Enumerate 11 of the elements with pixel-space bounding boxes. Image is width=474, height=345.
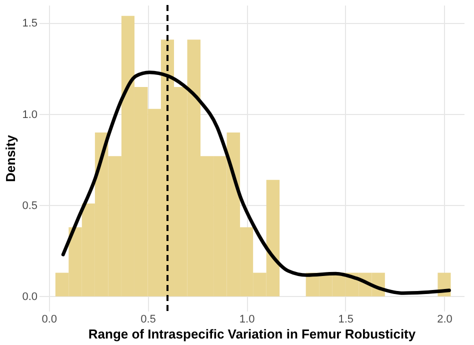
x-tick-label: 2.0	[437, 314, 452, 326]
y-tick-label: 1.0	[22, 108, 38, 121]
y-tick-label: 0.5	[22, 200, 38, 212]
y-axis-title: Density	[3, 134, 18, 182]
y-tick-label: 0.0	[22, 290, 38, 303]
x-tick-label: 0.5	[140, 314, 156, 326]
x-tick-label: 1.5	[338, 314, 354, 326]
y-tick-label: 1.5	[22, 18, 38, 30]
x-axis-title: Range of Intraspecific Variation in Femur Robusticity	[88, 326, 416, 342]
x-tick-label: 0.0	[42, 314, 58, 326]
x-tick-label: 1.0	[239, 314, 255, 326]
